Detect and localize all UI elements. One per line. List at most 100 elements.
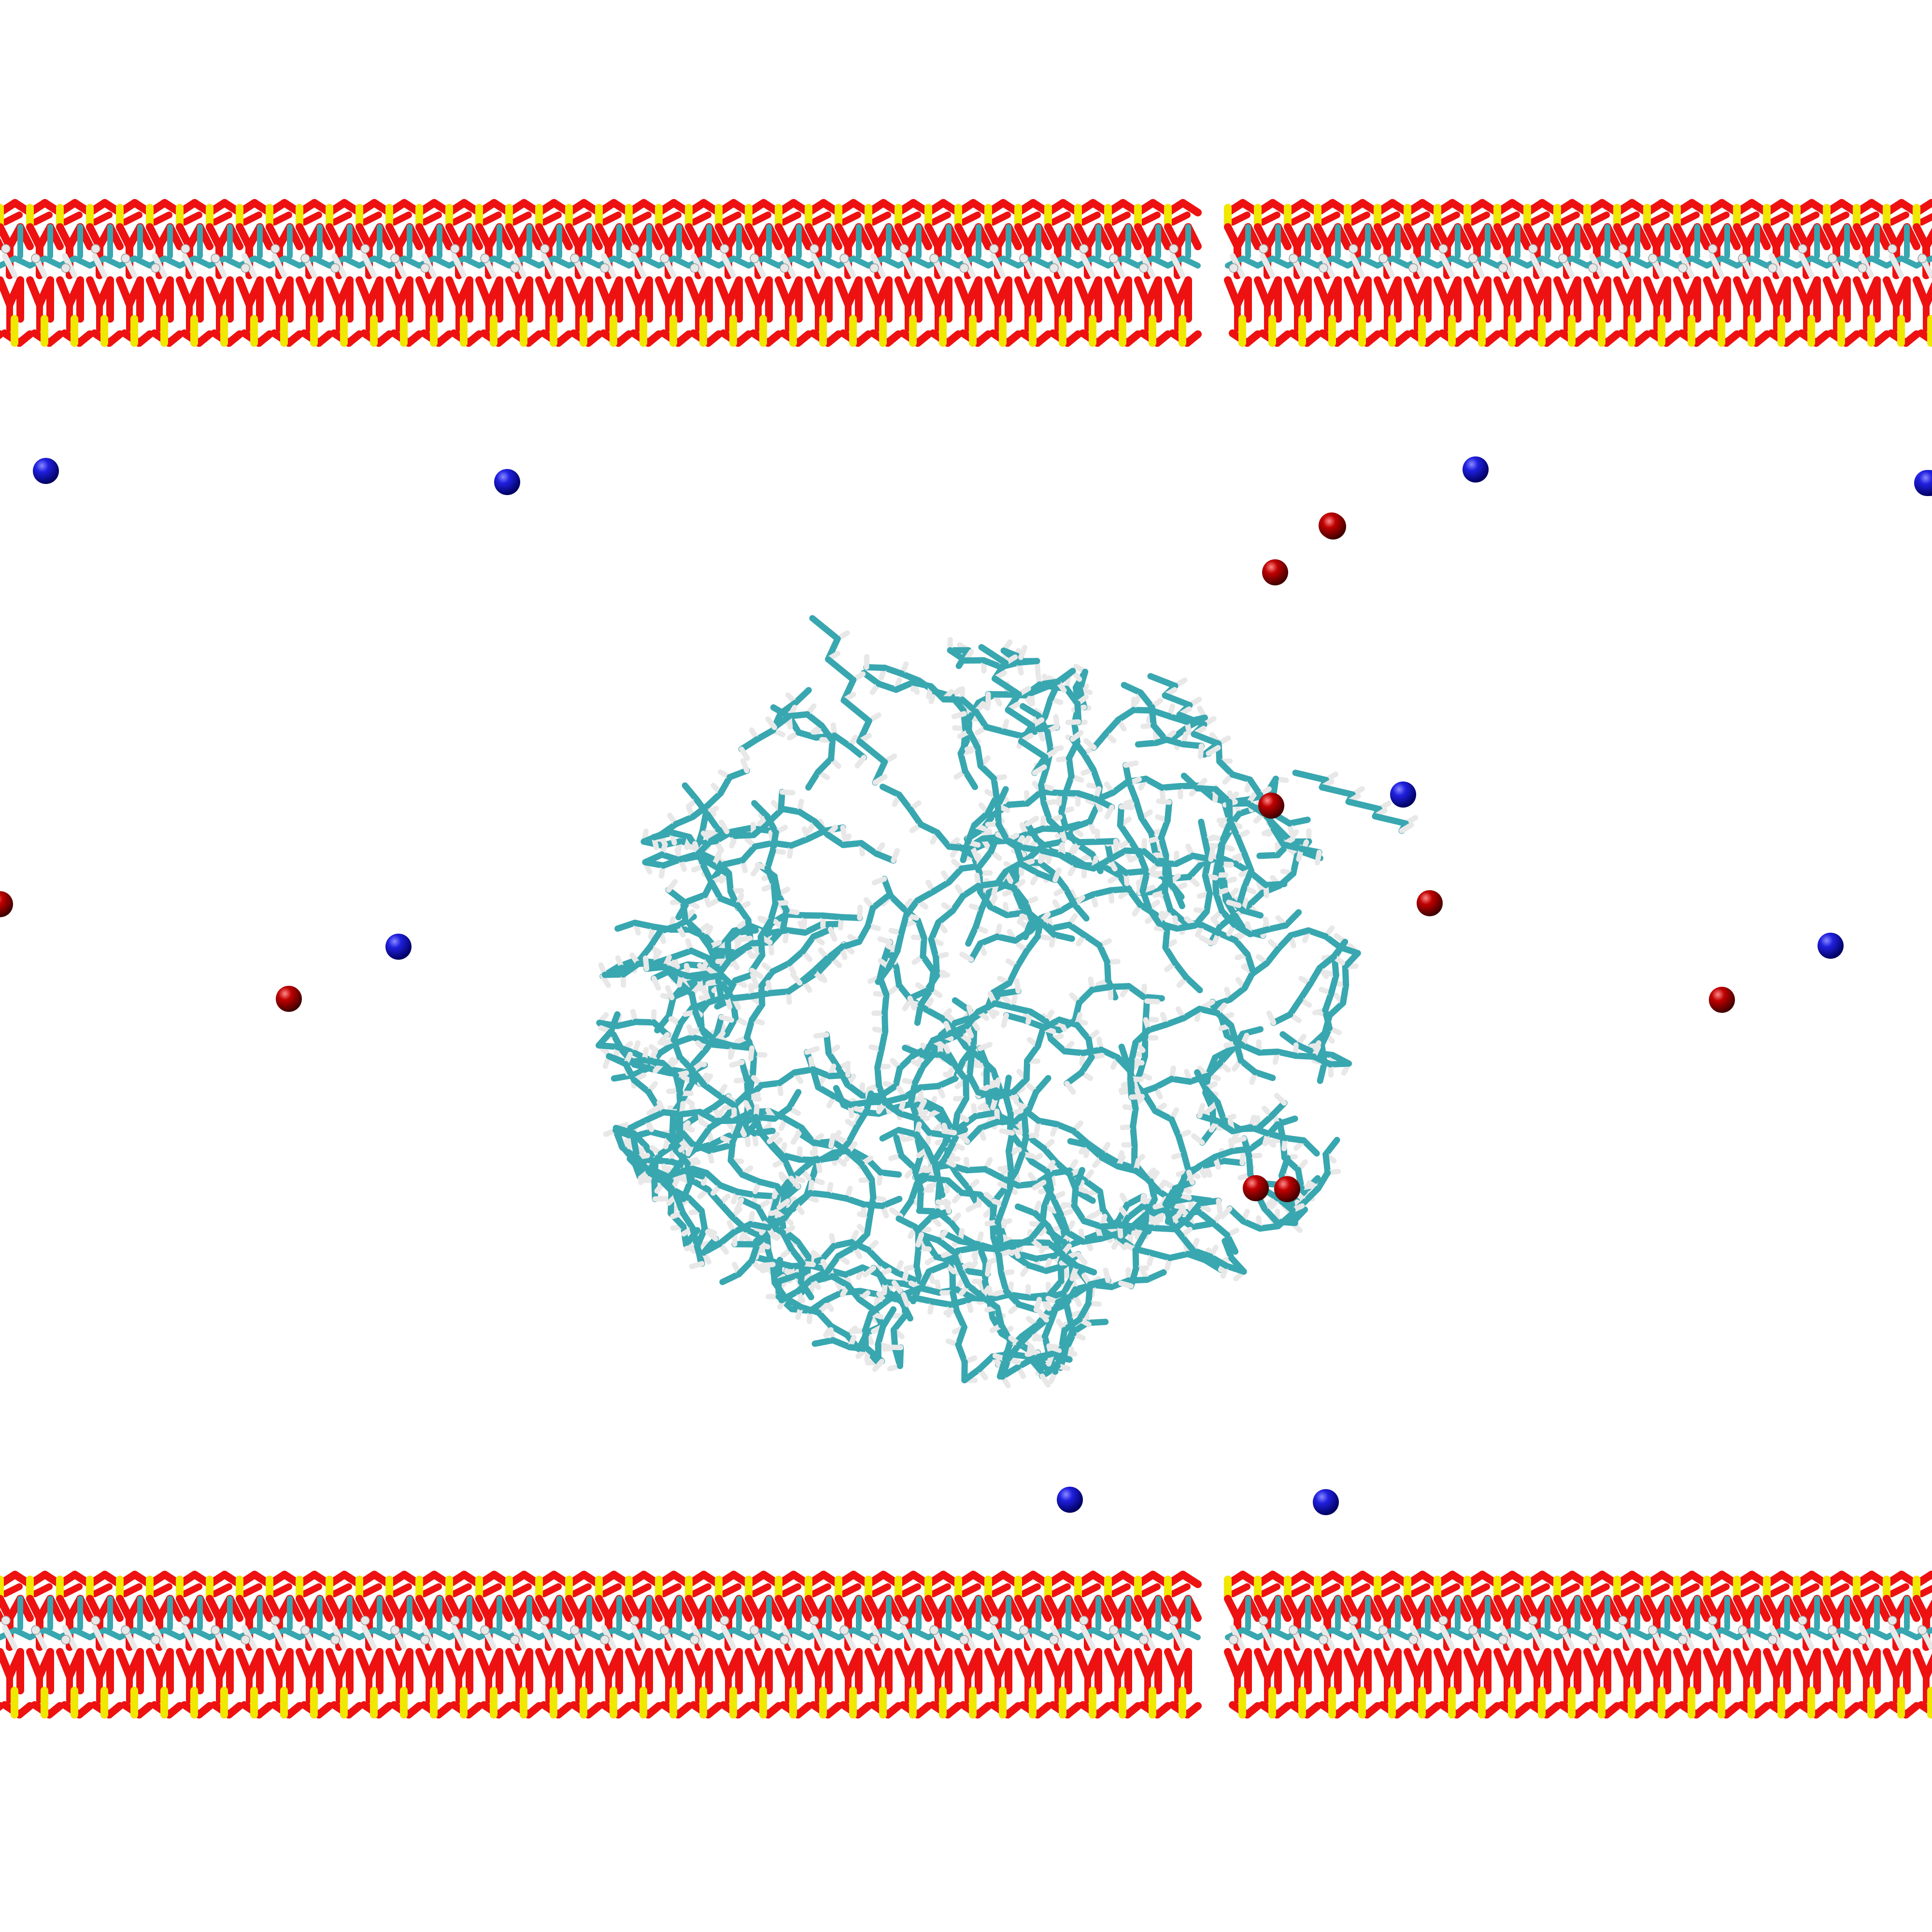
hydrogen-bond: [1156, 798, 1172, 805]
oxygen-bond: [614, 1702, 633, 1719]
carbon-bond: [739, 1059, 750, 1083]
oxygen-bond: [465, 1702, 483, 1719]
hydrogen-atom: [1049, 1635, 1059, 1645]
oxygen-bond: [584, 330, 603, 347]
hydrogen-atom: [1109, 1625, 1119, 1635]
oxygen-bond: [1842, 330, 1861, 347]
oxygen-bond: [1379, 212, 1400, 226]
hydroxyl-bond: [451, 1625, 467, 1650]
oxygen-bond: [405, 1702, 423, 1719]
oxygen-bond: [1, 1583, 23, 1597]
hydrogen-atom: [1468, 254, 1478, 263]
hydrogen-bond: [734, 1197, 744, 1212]
hydrogen-atom: [630, 1616, 639, 1625]
oxygen-bond: [600, 1583, 622, 1597]
hydrogen-bond: [871, 876, 887, 885]
oxygen-bond: [900, 212, 921, 226]
oxygen-bond: [1633, 1702, 1651, 1719]
hydroxyl-bond: [92, 253, 107, 278]
hydrogen-atom: [1319, 263, 1328, 273]
oxygen-bond: [854, 330, 872, 347]
oxygen-bond: [974, 1702, 992, 1719]
oxygen-bond: [1529, 212, 1550, 226]
hydroxyl-bond: [1260, 1625, 1275, 1650]
hydrogen-bond: [779, 789, 796, 796]
hydrogen-bond: [1065, 719, 1081, 725]
hydrogen-atom: [241, 1635, 250, 1645]
oxygen-bond: [900, 1583, 921, 1597]
hydrogen-atom: [989, 1616, 999, 1625]
oxygen-bond: [630, 1583, 652, 1597]
hydrogen-atom: [810, 244, 819, 254]
oxygen-bond: [660, 212, 682, 226]
oxygen-bond: [1034, 1702, 1052, 1719]
oxygen-bond: [750, 212, 771, 226]
carbon-bond: [1226, 1205, 1247, 1224]
oxygen-bond: [45, 1702, 64, 1719]
hydrogen-atom: [1079, 1616, 1089, 1625]
carbon-bond: [928, 1208, 952, 1220]
carbon-bond: [753, 1254, 777, 1265]
oxygen-bond: [285, 330, 303, 347]
carbon-bond: [713, 1014, 724, 1038]
lower-silica-slab: [0, 1571, 1932, 1719]
hydrogen-bond: [840, 824, 848, 841]
hydrogen-bond: [1266, 1010, 1277, 1025]
oxygen-bond: [884, 1702, 902, 1719]
hydrogen-bond: [891, 1280, 903, 1294]
oxygen-bond: [1379, 1583, 1400, 1597]
hydrogen-atom: [839, 1625, 849, 1635]
hydrogen-atom: [241, 263, 250, 273]
oxygen-bond: [31, 212, 53, 226]
carbon-bond: [1074, 700, 1082, 725]
oxygen-bond: [525, 1702, 543, 1719]
oxygen-bond: [135, 1702, 154, 1719]
hydrogen-atom: [300, 1625, 310, 1635]
oxygen-bond: [1722, 330, 1741, 347]
oxygen-bond: [1439, 212, 1460, 226]
oxygen-bond: [1902, 330, 1920, 347]
oxygen-bond: [1603, 1702, 1621, 1719]
oxygen-bond: [1603, 330, 1621, 347]
hydrogen-bond: [1144, 998, 1160, 1005]
carbon-bond: [1003, 1012, 1027, 1023]
carbon-bond: [796, 968, 817, 986]
carbon-bond: [882, 1288, 904, 1306]
hydrogen-atom: [570, 1625, 580, 1635]
oxygen-bond: [1183, 330, 1202, 347]
hydrogen-atom: [270, 244, 280, 254]
oxygen-bond: [1782, 330, 1801, 347]
oxygen-bond: [195, 1702, 213, 1719]
oxygen-bond: [1064, 1702, 1082, 1719]
oxygen-bond: [1543, 330, 1561, 347]
hydrogen-atom: [1019, 254, 1029, 263]
oxygen-bond: [1768, 1583, 1790, 1597]
oxygen-bond: [1109, 212, 1131, 226]
oxygen-bond: [810, 1583, 831, 1597]
oxygen-bond: [1050, 212, 1071, 226]
carbon-bond: [935, 1180, 943, 1206]
oxygen-bond: [451, 1583, 472, 1597]
oxygen-bond: [481, 1583, 502, 1597]
oxygen-bond: [195, 330, 213, 347]
hydrogen-atom: [360, 244, 370, 254]
hydrogen-atom: [330, 263, 340, 273]
oxygen-bond: [1648, 1583, 1670, 1597]
hydrogen-bond: [877, 936, 893, 945]
hydrogen-bond: [678, 1140, 692, 1153]
carbon-bond: [863, 664, 888, 671]
oxygen-bond: [990, 212, 1011, 226]
oxygen-bond: [1483, 1702, 1501, 1719]
oxygen-bond: [1004, 330, 1022, 347]
hydrogen-atom: [1918, 254, 1927, 263]
hydrogen-atom: [1708, 244, 1718, 254]
oxygen-bond: [1738, 1583, 1760, 1597]
hydrogen-bond: [718, 1014, 734, 1023]
hydrogen-atom: [1558, 254, 1568, 263]
carbon-bond: [968, 940, 983, 963]
hydrogen-atom: [1079, 244, 1089, 254]
oxygen-bond: [1409, 1583, 1430, 1597]
oxygen-bond: [660, 1583, 682, 1597]
oxygen-bond: [1289, 1583, 1310, 1597]
hydrogen-atom: [1438, 1616, 1448, 1625]
